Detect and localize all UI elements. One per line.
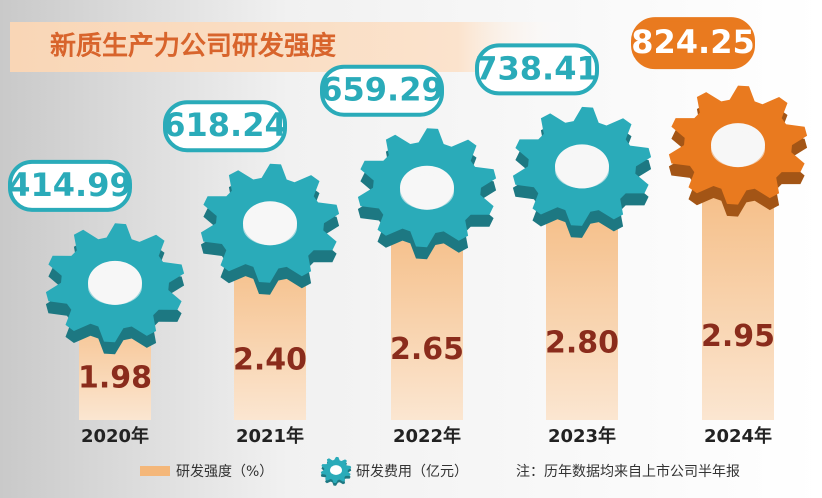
value-bubble xyxy=(8,159,132,212)
x-tick-label: 2020年 xyxy=(81,425,149,447)
value-label: 738.41 xyxy=(475,49,598,87)
chart-title: 新质生产力公司研发强度 xyxy=(50,31,336,62)
gear-hole-inner xyxy=(330,466,342,475)
value-bubble xyxy=(631,17,755,70)
gear-hole-inner xyxy=(555,152,609,189)
legend-gear xyxy=(320,456,352,486)
value-bubble xyxy=(475,43,599,96)
bar-label: 2.95 xyxy=(701,319,775,354)
legend-label: 研发强度（%） xyxy=(176,464,273,480)
bar-label: 2.40 xyxy=(233,342,307,377)
note: 注：历年数据均来自上市公司半年报 xyxy=(516,463,740,480)
value-label: 414.99 xyxy=(8,166,131,204)
legend-label: 研发费用（亿元） xyxy=(356,464,468,480)
gear-hole-inner xyxy=(88,268,142,305)
x-tick-label: 2023年 xyxy=(548,425,616,447)
bar-label: 2.65 xyxy=(390,332,464,367)
gear-hole-inner xyxy=(243,209,297,246)
gear-hole-inner xyxy=(711,131,765,168)
value-label: 659.29 xyxy=(320,71,443,109)
x-tick-label: 2024年 xyxy=(704,425,772,447)
bar-label: 1.98 xyxy=(78,360,152,395)
bar-label: 2.80 xyxy=(545,325,619,360)
x-tick-label: 2022年 xyxy=(393,425,461,447)
plot: 1.98 414.99 2020年 2.40 618.24 2021年 2.65 659.29… xyxy=(8,17,808,447)
gear-hole-inner xyxy=(400,173,454,210)
value-bubble xyxy=(320,64,444,117)
value-bubble xyxy=(163,100,287,153)
x-tick-label: 2021年 xyxy=(236,425,304,447)
value-label: 824.25 xyxy=(631,23,754,61)
legend-swatch xyxy=(140,466,170,476)
value-label: 618.24 xyxy=(163,106,286,144)
